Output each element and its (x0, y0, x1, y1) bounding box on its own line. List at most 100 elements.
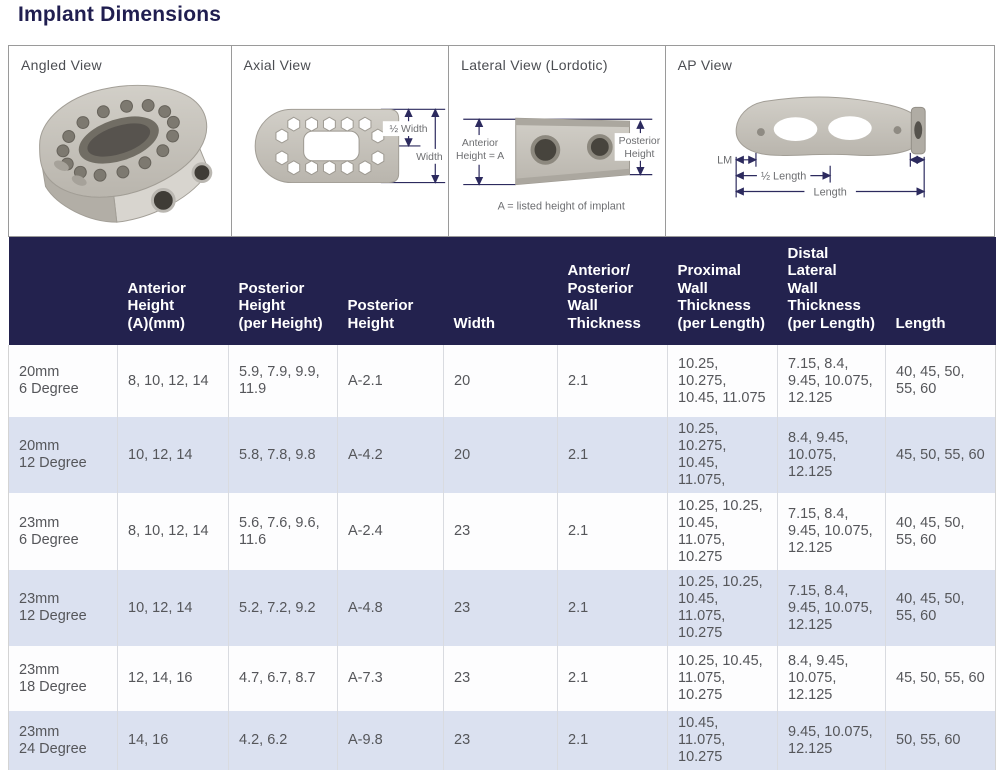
screw-holes (530, 134, 613, 165)
table-cell: 5.6, 7.6, 9.6, 11.6 (228, 493, 338, 570)
table-cell: 45, 50, 55, 60 (885, 417, 996, 493)
row-label: 20mm 12 Degree (8, 417, 118, 493)
table-cell: A-2.4 (337, 493, 444, 570)
header-row: Anterior Height (A)(mm) Posterior Height … (8, 237, 996, 345)
row-label: 23mm 12 Degree (8, 570, 118, 646)
anterior-height-label-line1: Anterior (462, 138, 499, 149)
angled-view-label: Angled View (21, 57, 102, 73)
table-cell: 5.2, 7.2, 9.2 (228, 570, 338, 646)
table-cell: 10.25, 10.45, 11.075, 10.275 (667, 646, 778, 711)
lateral-view-illustration: Anterior Height = A Posterior Height A =… (449, 117, 665, 212)
table-cell: A-4.8 (337, 570, 444, 646)
column-header: Width (453, 314, 496, 332)
panel-lateral-view: Lateral View (Lordotic) Anterior Height … (448, 46, 665, 236)
width-dimension-arrows: ½ Width Width (382, 108, 448, 184)
table-cell: 45, 50, 55, 60 (885, 646, 996, 711)
table-cell: 5.8, 7.8, 9.8 (228, 417, 338, 493)
table-cell: 2.1 (557, 493, 668, 570)
lm-label: LM (717, 155, 732, 167)
table-row: 20mm 6 Degree 8, 10, 12, 14 5.9, 7.9, 9.9,… (8, 345, 996, 417)
table-cell: 10.25, 10.275, 10.45, 11.075 (667, 345, 778, 417)
height-dimension-arrows: Anterior Height = A Posterior Height (449, 118, 665, 186)
page-title: Implant Dimensions (18, 3, 222, 26)
table-cell: 23 (443, 711, 558, 770)
table-row: 20mm 12 Degree 10, 12, 14 5.8, 7.8, 9.8 A-4… (8, 417, 996, 493)
column-header: Anterior Height (A)(mm) (127, 279, 186, 332)
half-width-label: ½ Width (389, 124, 427, 135)
posterior-height-label-line1: Posterior (619, 136, 661, 147)
row-label: 23mm 6 Degree (8, 493, 118, 570)
table-cell: 20 (443, 417, 558, 493)
table-cell: A-7.3 (337, 646, 444, 711)
row-label: 23mm 18 Degree (8, 646, 118, 711)
table-cell: 10.25, 10.25, 10.45, 11.075, 10.275 (667, 570, 778, 646)
column-header: Posterior Height (per Height) (238, 279, 323, 332)
length-dimension-arrows: LM ½ Length Length (717, 152, 926, 198)
table-cell: A-4.2 (337, 417, 444, 493)
screw-holes (150, 162, 213, 213)
graft-window (56, 99, 180, 182)
table-row: 23mm 6 Degree 8, 10, 12, 14 5.6, 7.6, 9.6,… (8, 493, 996, 570)
table-cell: 2.1 (557, 570, 668, 646)
table-cell: 2.1 (557, 345, 668, 417)
width-label: Width (416, 152, 443, 163)
table-cell: 23 (443, 570, 558, 646)
table-cell: 2.1 (557, 711, 668, 770)
table-cell: 5.9, 7.9, 9.9, 11.9 (228, 345, 338, 417)
table-cell: 8, 10, 12, 14 (117, 345, 229, 417)
half-length-label: ½ Length (761, 171, 806, 183)
table-cell: 10, 12, 14 (117, 570, 229, 646)
table-cell: 7.15, 8.4, 9.45, 10.075, 12.125 (777, 345, 886, 417)
table-cell: 40, 45, 50, 55, 60 (885, 493, 996, 570)
table-cell: 2.1 (557, 417, 668, 493)
table-cell: 7.15, 8.4, 9.45, 10.075, 12.125 (777, 493, 886, 570)
angled-view-illustration (39, 84, 213, 223)
length-label: Length (813, 186, 846, 198)
table-cell: 12, 14, 16 (117, 646, 229, 711)
column-header: Anterior/ Posterior Wall Thickness (567, 262, 641, 332)
column-header: Length (895, 314, 946, 332)
table-cell: 8.4, 9.45, 10.075, 12.125 (777, 646, 886, 711)
column-header: Proximal Wall Thickness (per Length) (677, 262, 766, 332)
axial-view-label: Axial View (243, 57, 311, 73)
panel-angled-view: Angled View (9, 46, 231, 236)
ap-view-label: AP View (677, 57, 733, 73)
table-cell: 10.25, 10.275, 10.45, 11.075, (667, 417, 778, 493)
honeycomb-holes (275, 116, 384, 176)
table-cell: 4.2, 6.2 (228, 711, 338, 770)
table-cell: 8.4, 9.45, 10.075, 12.125 (777, 417, 886, 493)
column-header: Distal Lateral Wall Thickness (per Lengt… (787, 244, 876, 332)
row-label: 23mm 24 Degree (8, 711, 118, 770)
table-cell: 14, 16 (117, 711, 229, 770)
posterior-height-label-line2: Height (625, 149, 655, 160)
table-cell: 40, 45, 50, 55, 60 (885, 570, 996, 646)
table-cell: A-2.1 (337, 345, 444, 417)
height-note: A = listed height of implant (498, 200, 625, 212)
table-row: 23mm 24 Degree 14, 16 4.2, 6.2 A-9.8 23 2.1 10… (8, 711, 996, 770)
table-cell: 7.15, 8.4, 9.45, 10.075, 12.125 (777, 570, 886, 646)
dimensions-table: Anterior Height (A)(mm) Posterior Height … (8, 237, 996, 770)
table-cell: 10.25, 10.25, 10.45, 11.075, 10.275 (667, 493, 778, 570)
table-cell: 10, 12, 14 (117, 417, 229, 493)
table-cell: 20 (443, 345, 558, 417)
dimensions-table-wrap: Anterior Height (A)(mm) Posterior Height … (8, 237, 996, 770)
table-cell: A-9.8 (337, 711, 444, 770)
table-cell: 23 (443, 493, 558, 570)
ap-view-illustration: LM ½ Length Length (717, 96, 926, 198)
table-cell: 9.45, 10.075, 12.125 (777, 711, 886, 770)
column-header: Posterior Height (347, 297, 414, 332)
table-cell: 8, 10, 12, 14 (117, 493, 229, 570)
axial-view-illustration: ½ Width Width (254, 108, 448, 184)
table-cell: 2.1 (557, 646, 668, 711)
table-cell: 40, 45, 50, 55, 60 (885, 345, 996, 417)
lateral-view-label: Lateral View (Lordotic) (461, 57, 608, 73)
table-cell: 4.7, 6.7, 8.7 (228, 646, 338, 711)
anterior-height-label-line2: Height = A (456, 151, 504, 162)
table-cell: 23 (443, 646, 558, 711)
table-cell: 10.45, 11.075, 10.275 (667, 711, 778, 770)
table-row: 23mm 18 Degree 12, 14, 16 4.7, 6.7, 8.7 A-7… (8, 646, 996, 711)
panel-axial-view: Axial View (230, 46, 449, 236)
table-cell: 50, 55, 60 (885, 711, 996, 770)
implant-views-strip: Angled View (8, 45, 995, 237)
